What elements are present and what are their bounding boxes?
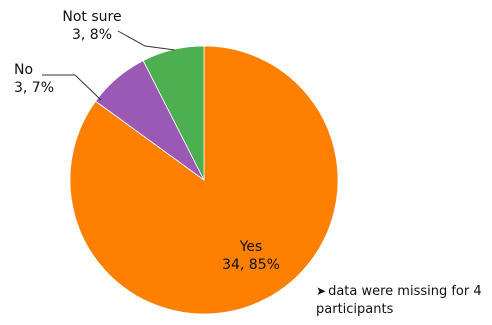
slice-label-not-sure-value: 3, 8% (71, 27, 113, 43)
slice-label-no: No 3, 7% (14, 61, 54, 97)
leader-line-not-sure (117, 30, 176, 51)
slice-label-yes: Yes 34, 85% (206, 238, 296, 274)
footnote-text: data were missing for 4 participants (316, 284, 482, 317)
leader-line-no (42, 74, 102, 101)
missing-data-footnote: ➤ data were missing for 4 participants (316, 282, 486, 319)
slice-label-not-sure: Not sure 3, 8% (47, 8, 137, 44)
slice-label-not-sure-name: Not sure (62, 9, 122, 25)
arrow-marker-icon: ➤ (316, 284, 327, 298)
slice-label-no-value: 3, 7% (14, 80, 55, 96)
slice-label-yes-name: Yes (239, 239, 263, 255)
slice-label-yes-value: 34, 85% (222, 257, 280, 273)
slice-label-no-name: No (14, 62, 34, 78)
